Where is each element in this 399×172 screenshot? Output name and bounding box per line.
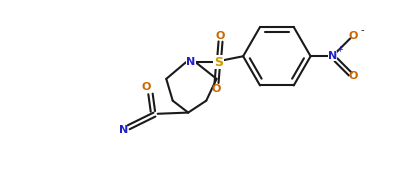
Text: +: + xyxy=(336,45,343,54)
Text: O: O xyxy=(349,31,358,41)
Text: O: O xyxy=(216,31,225,41)
Text: O: O xyxy=(212,84,221,94)
Text: N: N xyxy=(186,57,196,67)
Text: S: S xyxy=(214,56,223,69)
Text: O: O xyxy=(349,71,358,81)
Text: -: - xyxy=(361,25,364,35)
Text: N: N xyxy=(119,125,128,135)
Text: N: N xyxy=(328,51,337,61)
Text: O: O xyxy=(142,82,151,92)
